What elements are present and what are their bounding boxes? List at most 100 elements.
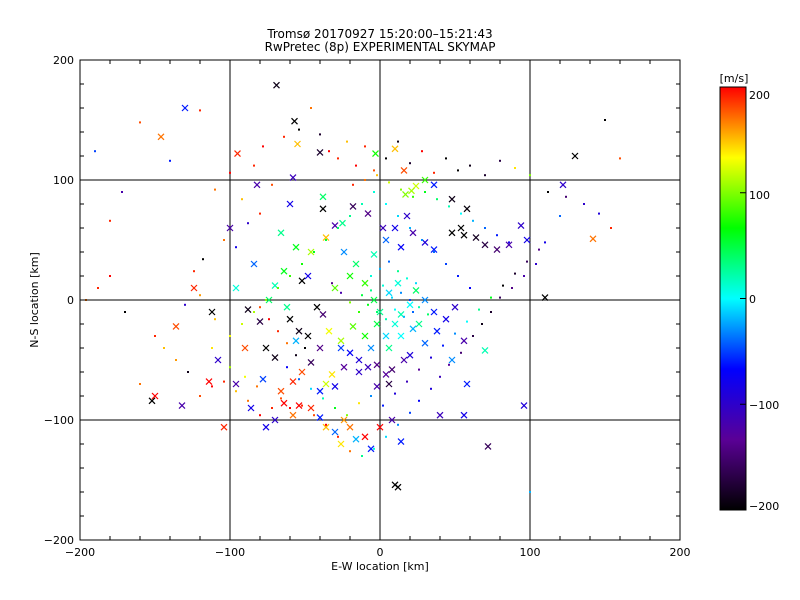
data-point-dot	[499, 159, 501, 162]
cross-stroke	[361, 279, 369, 287]
data-point-dot	[139, 383, 141, 385]
data-point-cross	[409, 229, 417, 237]
data-point-cross	[352, 260, 360, 268]
data-point-dot	[538, 248, 540, 251]
data-point-dot	[361, 455, 363, 457]
data-point-cross	[355, 356, 363, 364]
data-point-dot	[349, 301, 351, 304]
data-point-cross	[214, 356, 222, 364]
data-point-dot	[310, 387, 312, 390]
data-point-dot	[340, 291, 342, 294]
cross-stroke	[520, 402, 528, 410]
data-point-dot	[289, 407, 291, 409]
data-point-cross	[406, 351, 414, 359]
data-point-cross	[313, 303, 321, 311]
data-point-cross	[394, 279, 402, 287]
cross-stroke	[307, 358, 315, 366]
cross-stroke	[340, 248, 348, 256]
data-point-cross	[349, 202, 357, 210]
data-point-dot	[301, 404, 303, 407]
data-point-cross	[232, 284, 240, 292]
cross-stroke	[385, 344, 393, 352]
data-point-dot	[418, 399, 420, 402]
cross-stroke	[253, 181, 261, 189]
cross-stroke	[352, 260, 360, 268]
colorbar-tick-label: −100	[749, 399, 779, 412]
data-point-dot	[397, 140, 399, 143]
data-point-cross	[391, 145, 399, 153]
cross-stroke	[148, 397, 156, 405]
data-point-cross	[397, 438, 405, 446]
data-point-dot	[337, 435, 339, 438]
data-point-cross	[448, 229, 456, 237]
data-point-cross	[372, 150, 379, 158]
data-point-cross	[463, 380, 471, 388]
chart-subtitle: RwPretec (8p) EXPERIMENTAL SKYMAP	[265, 40, 496, 54]
data-point-cross	[484, 442, 492, 450]
data-point-dot	[523, 275, 525, 277]
data-point-cross	[463, 205, 471, 213]
data-point-dot	[610, 227, 612, 229]
data-point-cross	[472, 234, 480, 242]
data-point-dot	[310, 107, 312, 109]
cross-stroke	[385, 380, 393, 388]
data-point-dot	[418, 368, 420, 371]
data-point-cross	[433, 327, 441, 335]
cross-stroke	[372, 150, 379, 158]
data-point-dot	[604, 119, 606, 121]
data-point-cross	[337, 337, 345, 345]
cross-stroke	[190, 284, 198, 292]
y-tick-label: 200	[53, 54, 74, 67]
data-point-dot	[442, 344, 444, 347]
data-point-dot	[361, 203, 363, 205]
data-point-dot	[259, 212, 261, 215]
data-point-dot	[97, 287, 99, 289]
data-point-dot	[253, 164, 255, 167]
data-point-dot	[247, 399, 249, 402]
cross-stroke	[382, 236, 390, 244]
data-point-cross	[226, 224, 234, 232]
cross-stroke	[304, 332, 312, 340]
data-point-cross	[385, 289, 393, 297]
cross-stroke	[493, 246, 501, 254]
data-point-dot	[223, 380, 225, 383]
data-point-dot	[295, 354, 297, 357]
cross-stroke	[339, 219, 346, 227]
cross-stroke	[403, 212, 411, 220]
colorbar-tick-label: 100	[749, 189, 770, 202]
data-point-dot	[454, 332, 456, 335]
data-point-dot	[559, 215, 561, 217]
cross-stroke	[277, 229, 285, 237]
data-point-cross	[172, 322, 180, 330]
data-point-dot	[277, 287, 279, 289]
cross-stroke	[220, 423, 228, 431]
data-point-dot	[370, 289, 372, 292]
data-point-dot	[202, 258, 204, 261]
cross-stroke	[421, 176, 429, 184]
cross-stroke	[430, 246, 438, 254]
data-point-cross	[367, 344, 375, 352]
x-tick-label: 0	[377, 546, 384, 559]
cross-stroke	[244, 306, 252, 314]
data-point-dot	[409, 227, 411, 229]
data-point-cross	[328, 370, 336, 378]
data-point-dot	[346, 140, 348, 143]
data-point-cross	[190, 284, 198, 292]
data-point-cross	[337, 344, 345, 352]
data-point-cross	[319, 193, 327, 201]
cross-stroke	[442, 315, 450, 323]
cross-stroke	[382, 370, 390, 378]
x-tick-label: 200	[670, 546, 691, 559]
cross-stroke	[367, 445, 375, 453]
cross-stroke	[322, 423, 330, 431]
data-point-cross	[337, 440, 345, 448]
data-point-cross	[316, 148, 324, 156]
data-point-dot	[424, 191, 426, 193]
data-point-cross	[340, 363, 348, 371]
cross-stroke	[346, 423, 354, 431]
data-point-dot	[502, 284, 504, 287]
cross-stroke	[451, 303, 459, 311]
data-point-dot	[313, 414, 315, 417]
data-point-cross	[412, 286, 420, 294]
colorbar-tick-label: 200	[749, 89, 770, 102]
